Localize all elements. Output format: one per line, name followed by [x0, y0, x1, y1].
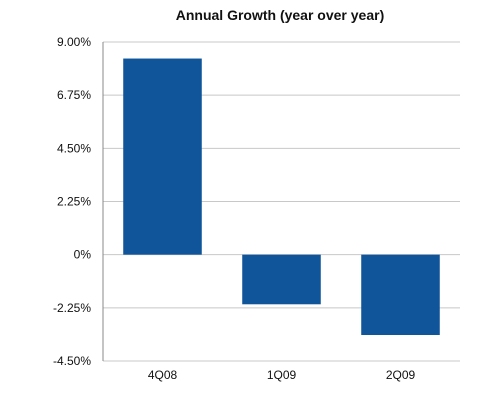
y-tick-label: -4.50%: [53, 354, 91, 368]
y-tick-label: 0%: [74, 248, 92, 262]
x-tick-label: 4Q08: [148, 368, 178, 382]
x-tick-label: 1Q09: [267, 368, 297, 382]
bar-2q09: [361, 254, 440, 336]
y-tick-label: 2.25%: [57, 195, 91, 209]
y-tick-label: 4.50%: [57, 141, 91, 155]
x-tick-label: 2Q09: [386, 368, 416, 382]
y-tick-label: 9.00%: [57, 35, 91, 49]
bar-1q09: [242, 254, 321, 305]
chart-title: Annual Growth (year over year): [175, 7, 385, 23]
y-tick-label: 6.75%: [57, 88, 91, 102]
y-tick-label: -2.25%: [53, 301, 91, 315]
bar-4q08: [123, 58, 202, 255]
